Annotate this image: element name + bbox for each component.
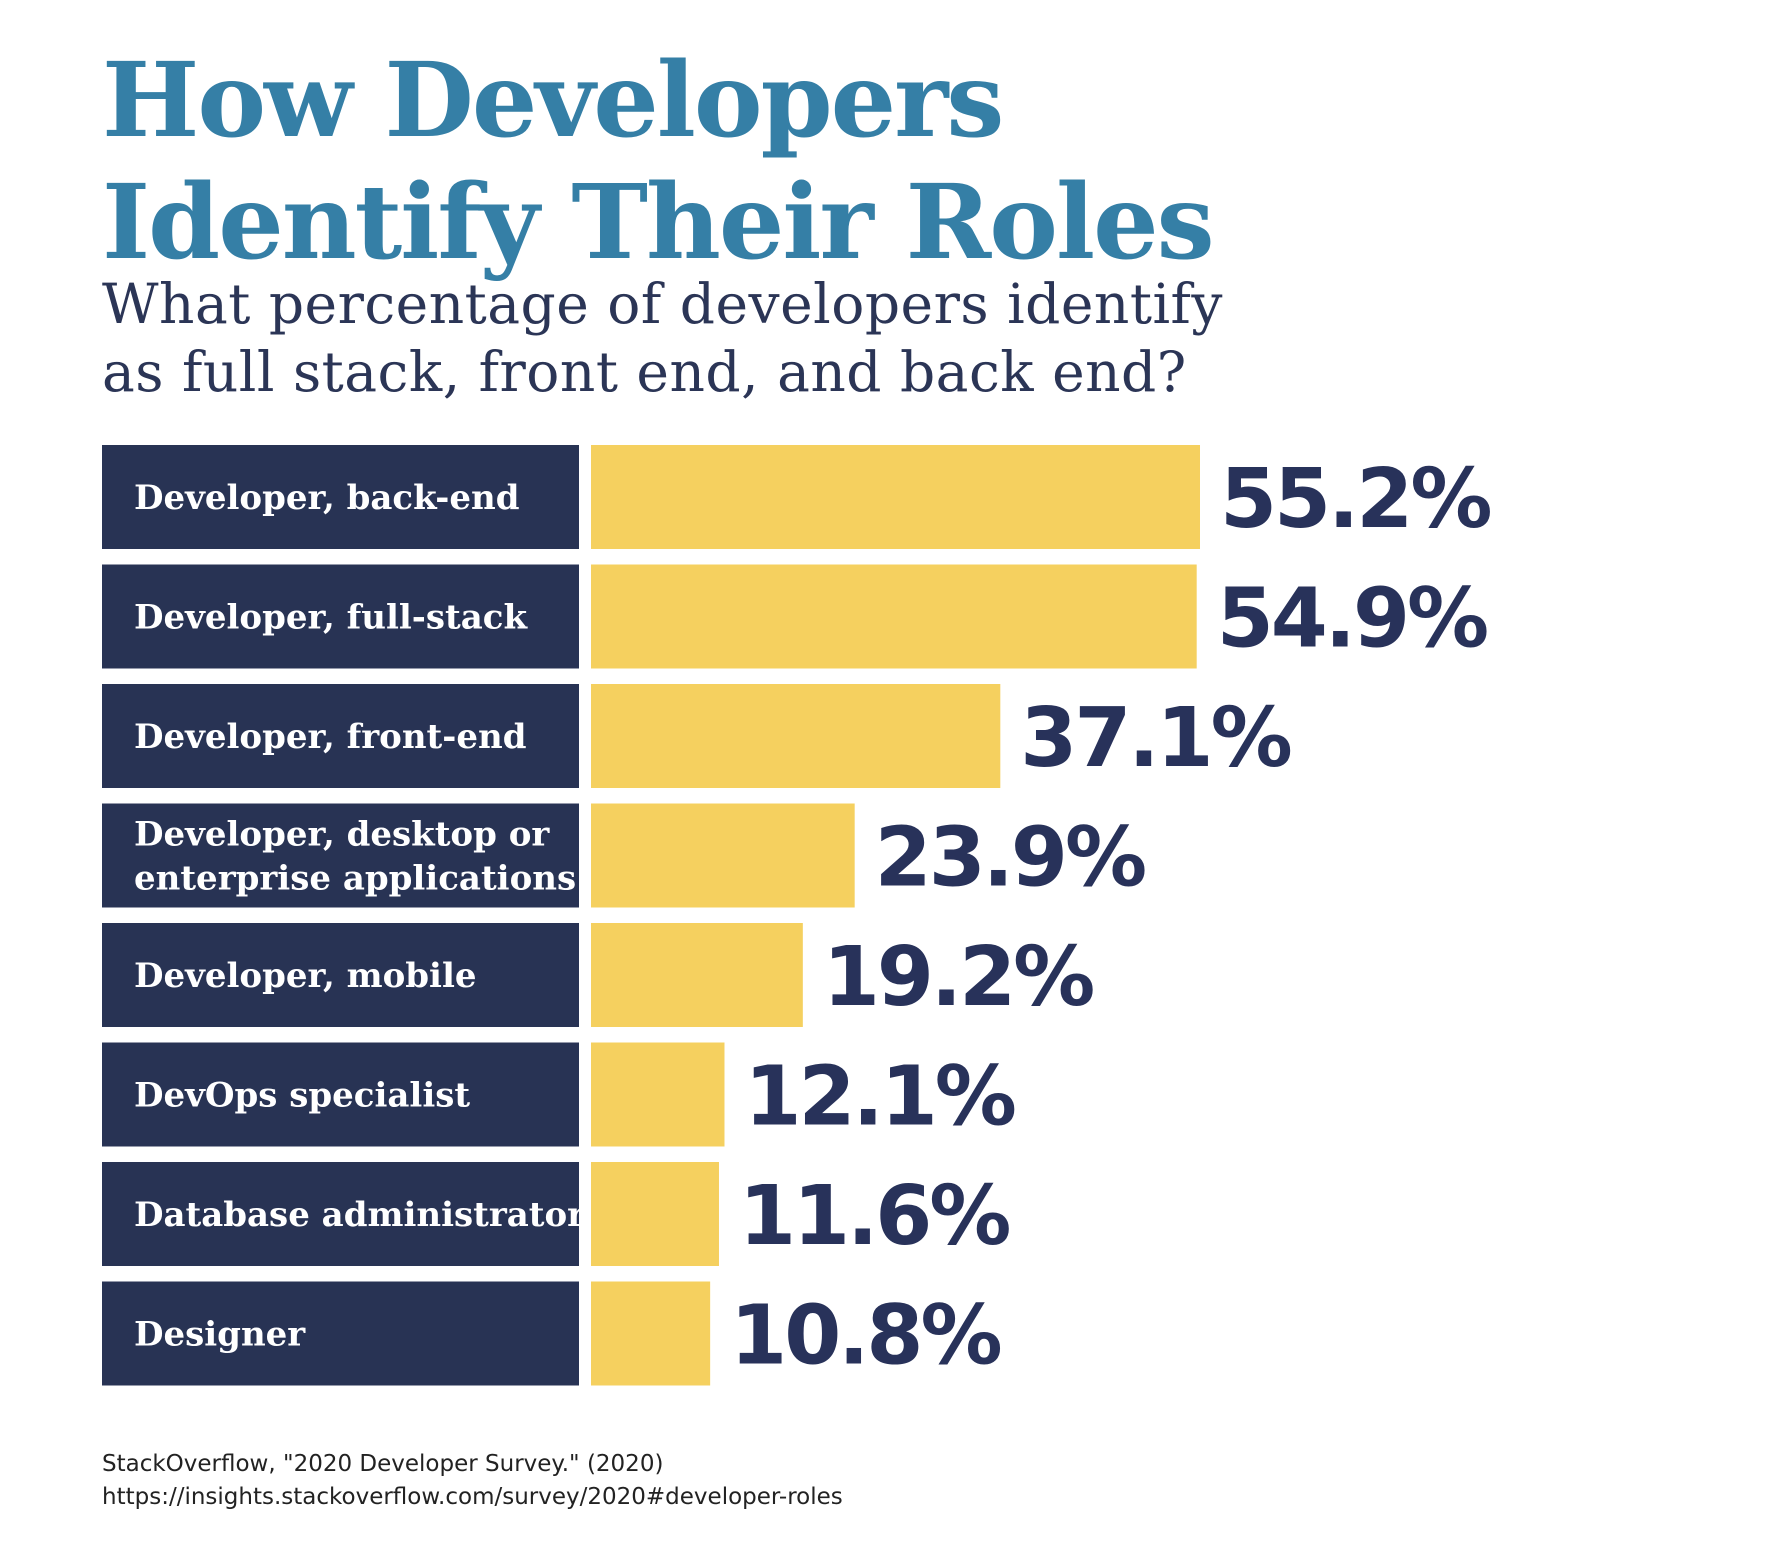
category-label: Developer, desktop or [134, 815, 550, 855]
category-label: enterprise applications [134, 859, 576, 899]
source-citation-line: StackOverflow, "2020 Developer Survey." … [102, 1451, 664, 1477]
chart-title-line-1: How Developers [102, 40, 1004, 161]
bar-row: Developer, full-stack 54.9% [102, 564, 1490, 669]
bar-row: Database administrator 11.6% [102, 1162, 1012, 1266]
bar [591, 445, 1200, 549]
bar [591, 923, 803, 1027]
category-label-box [102, 923, 579, 1027]
data-label: 55.2% [1220, 452, 1490, 547]
category-label-box [102, 564, 579, 669]
category-label-box [102, 1042, 579, 1147]
bar [591, 1162, 719, 1266]
category-label: DevOps specialist [134, 1076, 470, 1116]
bar [591, 1042, 725, 1147]
category-label: Developer, front-end [134, 717, 527, 757]
category-label-box [102, 445, 579, 549]
chart-subtitle-line-1: What percentage of developers identify [102, 272, 1223, 336]
chart-subtitle: What percentage of developers identify a… [102, 270, 1223, 406]
category-label-box [102, 1162, 579, 1266]
category-label-box [102, 1281, 579, 1386]
category-label-box [102, 803, 579, 908]
bar [591, 564, 1197, 669]
data-label: 19.2% [823, 930, 1093, 1025]
data-label: 11.6% [739, 1169, 1009, 1264]
source-url: https://insights.stackoverflow.com/surve… [102, 1484, 843, 1510]
bar-row: Developer, back-end 55.2% [102, 445, 1493, 549]
bar-row: DevOps specialist 12.1% [102, 1042, 1018, 1147]
bar [591, 684, 1001, 788]
data-label: 12.1% [744, 1050, 1014, 1145]
bar [591, 1281, 711, 1386]
bar-row: Developer, front-end 37.1% [102, 684, 1294, 788]
chart-subtitle-line-2: as full stack, front end, and back end? [102, 340, 1187, 404]
category-label: Developer, full-stack [134, 598, 528, 638]
category-label-box [102, 684, 579, 788]
category-label: Designer [134, 1315, 306, 1355]
data-label: 23.9% [875, 811, 1145, 906]
data-label: 10.8% [730, 1289, 1000, 1384]
bar [591, 803, 855, 908]
data-label: 37.1% [1020, 691, 1290, 786]
source-citation: StackOverflow, "2020 Developer Survey." … [102, 1448, 843, 1514]
category-label: Database administrator [134, 1195, 586, 1235]
bar-row: Developer, mobile 19.2% [102, 923, 1096, 1027]
category-label: Developer, mobile [134, 956, 477, 996]
chart-title: How Developers Identify Their Roles [102, 40, 1215, 284]
bar-row: Designer 10.8% [102, 1281, 1003, 1386]
category-label: Developer, back-end [134, 478, 520, 518]
data-label: 54.9% [1217, 572, 1487, 667]
chart-title-line-2: Identify Their Roles [102, 162, 1215, 283]
